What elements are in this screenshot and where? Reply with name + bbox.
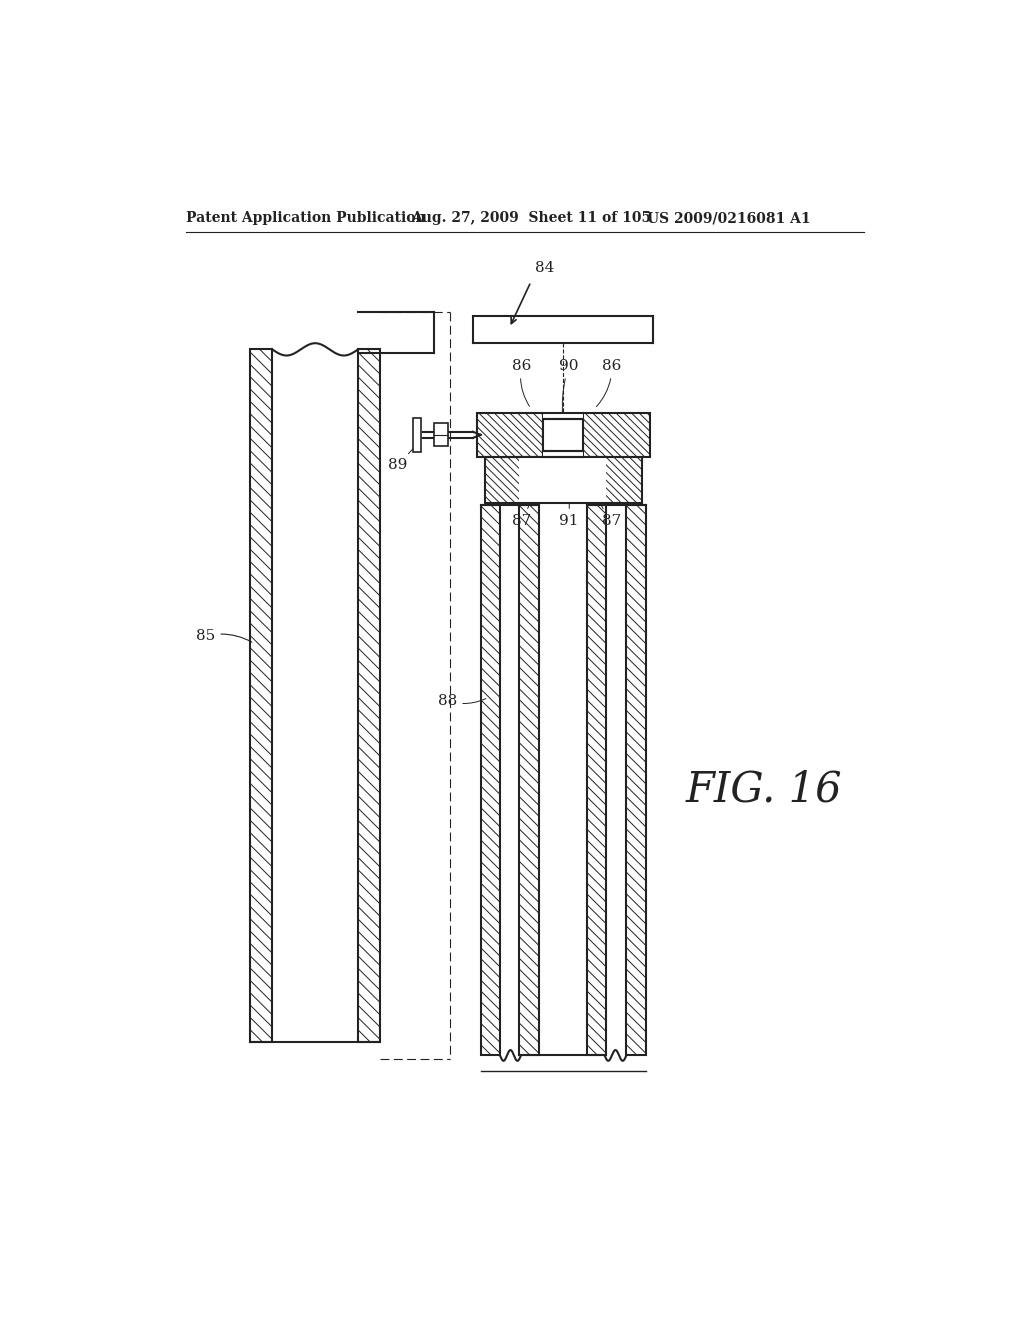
Bar [272,350,358,1043]
Text: 91: 91 [559,467,579,528]
Bar [606,506,627,1056]
Bar [587,506,606,1056]
Bar [543,412,583,457]
Bar [251,350,272,1043]
Bar [543,418,583,451]
Text: 86: 86 [512,359,531,407]
Bar [480,506,500,1056]
Bar [519,506,539,1056]
Bar [480,506,500,1056]
Bar [519,506,539,1056]
Text: 87: 87 [595,475,622,528]
Text: US 2009/0216081 A1: US 2009/0216081 A1 [647,211,811,226]
Bar [251,350,272,1043]
Bar [627,506,646,1056]
Bar [591,457,642,503]
Bar [519,457,606,503]
Bar [587,506,606,1056]
Bar [477,412,543,457]
Bar [477,412,543,457]
Text: Patent Application Publication: Patent Application Publication [186,211,426,226]
Bar [484,457,535,503]
Bar [591,457,642,503]
Bar [358,350,380,1043]
Text: 86: 86 [596,359,622,407]
Bar [583,412,649,457]
Bar [358,350,380,1043]
Text: 90: 90 [559,359,579,414]
Text: 84: 84 [535,261,554,276]
Bar [484,457,535,503]
Text: 85: 85 [197,628,252,643]
Text: 87: 87 [512,475,532,528]
Bar [500,506,519,1056]
Text: Aug. 27, 2009  Sheet 11 of 105: Aug. 27, 2009 Sheet 11 of 105 [411,211,651,226]
Bar [434,424,449,446]
Text: FIG. 16: FIG. 16 [686,768,843,810]
Text: 88: 88 [438,694,485,708]
Bar [627,506,646,1056]
Bar [414,417,421,453]
Bar [583,412,649,457]
Text: 89: 89 [388,441,421,473]
